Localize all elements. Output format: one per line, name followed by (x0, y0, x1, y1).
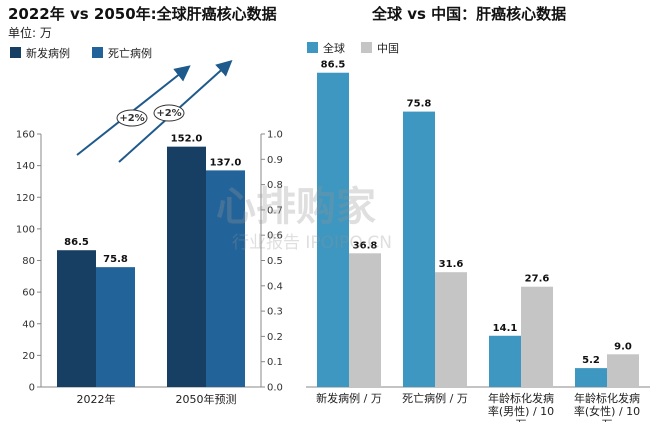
left-y2-tick-label: 0.6 (267, 231, 283, 242)
legend-swatch-china (361, 42, 372, 53)
right-category-label: 新发病例 / 万 (316, 391, 382, 405)
right-bar (403, 111, 435, 388)
left-chart-unit: 单位: 万 (8, 25, 52, 40)
left-bar-value-label: 137.0 (210, 157, 242, 168)
left-y-tick-label: 80 (22, 256, 35, 267)
left-y-tick-label: 100 (16, 224, 35, 235)
growth-badge-1 (116, 109, 148, 127)
right-bar-value-label: 14.1 (493, 323, 518, 334)
right-bar (435, 272, 467, 387)
legend-label-global: 全球 (323, 41, 345, 55)
right-bar (521, 286, 553, 387)
right-bar-value-label: 5.2 (582, 355, 600, 366)
right-bar (489, 335, 521, 387)
right-bar-value-label: 36.8 (353, 240, 378, 251)
left-category-label: 2022年 (77, 392, 116, 406)
legend-swatch-global (307, 42, 318, 53)
left-y2-tick-label: 0.7 (267, 205, 283, 216)
left-y2-tick-label: 0.8 (267, 180, 283, 191)
right-chart-title: 全球 vs 中国：肝癌核心数据 (371, 5, 566, 23)
left-bar-value-label: 152.0 (171, 134, 203, 145)
left-y-tick-label: 20 (22, 351, 35, 362)
left-y-tick-label: 40 (22, 319, 35, 330)
right-bar-value-label: 9.0 (614, 341, 632, 352)
left-bar (167, 146, 206, 387)
left-y2-tick-label: 0.1 (267, 357, 283, 368)
left-chart-title: 2022年 vs 2050年:全球肝癌核心数据 (8, 5, 277, 23)
right-bar (575, 368, 607, 387)
right-category-label: 万 (602, 418, 613, 422)
left-bar (57, 250, 96, 387)
left-y-tick-label: 60 (22, 288, 35, 299)
left-y-tick-label: 160 (16, 130, 35, 141)
legend-label-china: 中国 (377, 42, 399, 55)
right-bar-value-label: 27.6 (525, 274, 550, 285)
left-y2-tick-label: 0.9 (267, 155, 283, 166)
watermark-main: 心排购家 (216, 184, 376, 230)
right-category-label: 率(男性) / 10 (488, 404, 554, 418)
right-bar-value-label: 86.5 (321, 60, 346, 71)
left-bar (206, 170, 245, 387)
growth-badge-1-text: +2% (119, 113, 144, 124)
right-category-label: 率(女性) / 10 (574, 404, 640, 418)
right-category-label: 万 (516, 418, 527, 422)
left-y2-tick-label: 0.5 (267, 256, 283, 267)
legend-label-new-cases: 新发病例 (26, 46, 70, 60)
right-bar (607, 354, 639, 387)
legend-swatch-new-cases (10, 47, 21, 58)
left-y-tick-label: 140 (16, 161, 35, 172)
legend-label-deaths: 死亡病例 (108, 46, 152, 60)
left-bar (96, 267, 135, 387)
growth-badge-2-text: +2% (156, 108, 181, 119)
growth-badge-2 (153, 104, 185, 122)
left-y2-tick-label: 0.3 (267, 307, 283, 318)
left-y2-tick-label: 0.4 (267, 281, 283, 292)
left-y-tick-label: 0 (29, 383, 35, 394)
legend-swatch-deaths (92, 47, 103, 58)
right-category-label: 年龄标化发病 (574, 391, 640, 405)
left-y2-tick-label: 0.0 (267, 383, 283, 394)
left-bar-value-label: 75.8 (103, 254, 128, 265)
right-bar-value-label: 31.6 (439, 259, 464, 270)
right-category-label: 年龄标化发病 (488, 391, 554, 405)
right-bar (349, 253, 381, 387)
right-category-label: 死亡病例 / 万 (402, 391, 468, 405)
left-bar-value-label: 86.5 (64, 237, 89, 248)
watermark-sub: 行业报告 IPOIPO.CN (232, 233, 392, 253)
right-bar (317, 72, 349, 387)
left-y2-tick-label: 0.2 (267, 332, 283, 343)
left-y-tick-label: 120 (16, 193, 35, 204)
right-bar-value-label: 75.8 (407, 99, 432, 110)
left-y2-tick-label: 1.0 (267, 130, 283, 141)
left-category-label: 2050年预测 (176, 392, 237, 406)
